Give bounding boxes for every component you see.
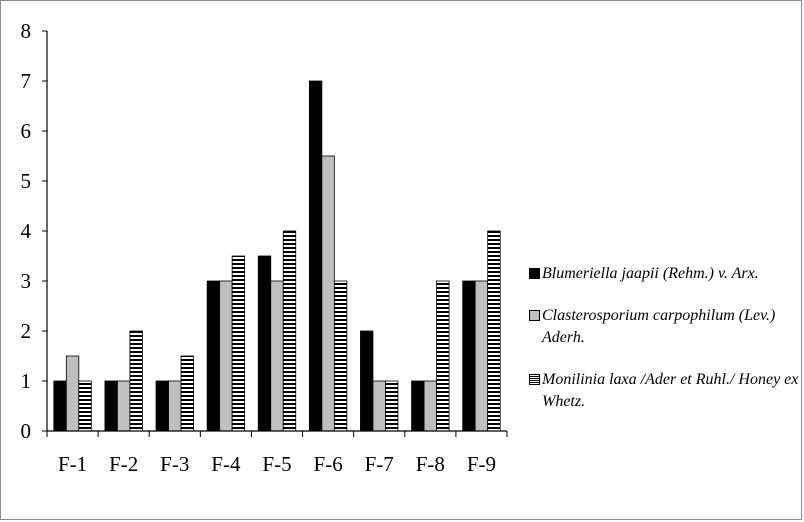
- y-tick-label: 0: [21, 419, 32, 443]
- bar-f-2-series-1: [104, 380, 118, 432]
- legend-label: Clasterosporium carpophilum (Lev.) Aderh…: [542, 307, 776, 346]
- y-tick-label: 4: [21, 219, 32, 243]
- legend-label: Blumeriella jaapii (Rehm.) v. Arx.: [542, 265, 759, 282]
- bar-f-2-series-2: [117, 380, 131, 432]
- bar-f-1-series-3: [78, 380, 92, 432]
- y-tick-label: 3: [21, 269, 32, 293]
- bar-f-1-series-1: [53, 380, 67, 432]
- x-tick-label: F-5: [262, 452, 291, 476]
- bar-f-9-series-1: [462, 280, 476, 432]
- bar-f-3-series-3: [180, 355, 194, 432]
- bar-f-4-series-1: [206, 280, 221, 432]
- bar-f-6-series-3: [333, 280, 348, 432]
- legend: Blumeriella jaapii (Rehm.) v. Arx. Clast…: [529, 263, 799, 433]
- bar-f-8-series-3: [436, 280, 450, 432]
- y-tick-label: 2: [21, 319, 32, 343]
- legend-swatch-solid-black: [529, 268, 540, 279]
- x-tick-label: F-7: [365, 452, 394, 476]
- bar-f-8-series-2: [423, 380, 437, 432]
- bar-f-9-series-2: [474, 280, 489, 432]
- x-tick-label: F-8: [416, 452, 445, 476]
- bar-f-5-series-1: [257, 255, 272, 432]
- bar-f-6-series-1: [308, 80, 323, 432]
- bar-f-1-series-2: [65, 355, 80, 432]
- bar-f-5-series-3: [282, 230, 297, 432]
- y-tick-label: 6: [21, 119, 32, 143]
- x-tick-label: F-6: [314, 452, 343, 476]
- y-tick-label: 5: [21, 169, 32, 193]
- x-tick-label: F-4: [211, 452, 241, 476]
- bar-f-4-series-2: [219, 280, 233, 432]
- bar-f-7-series-2: [372, 380, 386, 432]
- bar-f-3-series-2: [168, 380, 182, 432]
- y-tick-label: 7: [21, 69, 32, 93]
- bar-f-8-series-1: [411, 380, 425, 432]
- bar-f-4-series-3: [231, 255, 246, 432]
- legend-item-monilinia: Monilinia laxa /Ader et Ruhl./ Honey ex …: [529, 369, 799, 413]
- x-tick-label: F-2: [109, 452, 138, 476]
- bar-f-7-series-1: [360, 330, 374, 432]
- bar-f-9-series-3: [487, 230, 501, 432]
- axes: [46, 31, 508, 437]
- bar-f-6-series-2: [321, 155, 335, 432]
- bars: [53, 80, 501, 432]
- y-tick-label: 1: [21, 369, 32, 393]
- x-tick-label: F-9: [467, 452, 496, 476]
- legend-swatch-striped: [529, 374, 540, 385]
- bar-f-2-series-3: [129, 330, 143, 432]
- legend-swatch-solid-gray: [529, 310, 540, 321]
- x-tick-label: F-1: [58, 452, 87, 476]
- legend-label: Monilinia laxa /Ader et Ruhl./ Honey ex …: [542, 371, 799, 410]
- bar-f-5-series-2: [270, 280, 284, 432]
- legend-item-clasterosporium: Clasterosporium carpophilum (Lev.) Aderh…: [529, 305, 799, 349]
- bar-f-3-series-1: [155, 380, 169, 432]
- bar-f-7-series-3: [385, 380, 399, 432]
- x-axis-labels: F-1 F-2 F-3 F-4 F-5 F-6 F-7 F-8 F-9: [58, 452, 496, 476]
- x-tick-label: F-3: [160, 452, 189, 476]
- y-tick-label: 8: [21, 19, 32, 43]
- legend-item-blumeriella: Blumeriella jaapii (Rehm.) v. Arx.: [529, 263, 799, 285]
- y-axis-ticks: 0 1 2 3 4 5 6 7 8: [21, 19, 47, 443]
